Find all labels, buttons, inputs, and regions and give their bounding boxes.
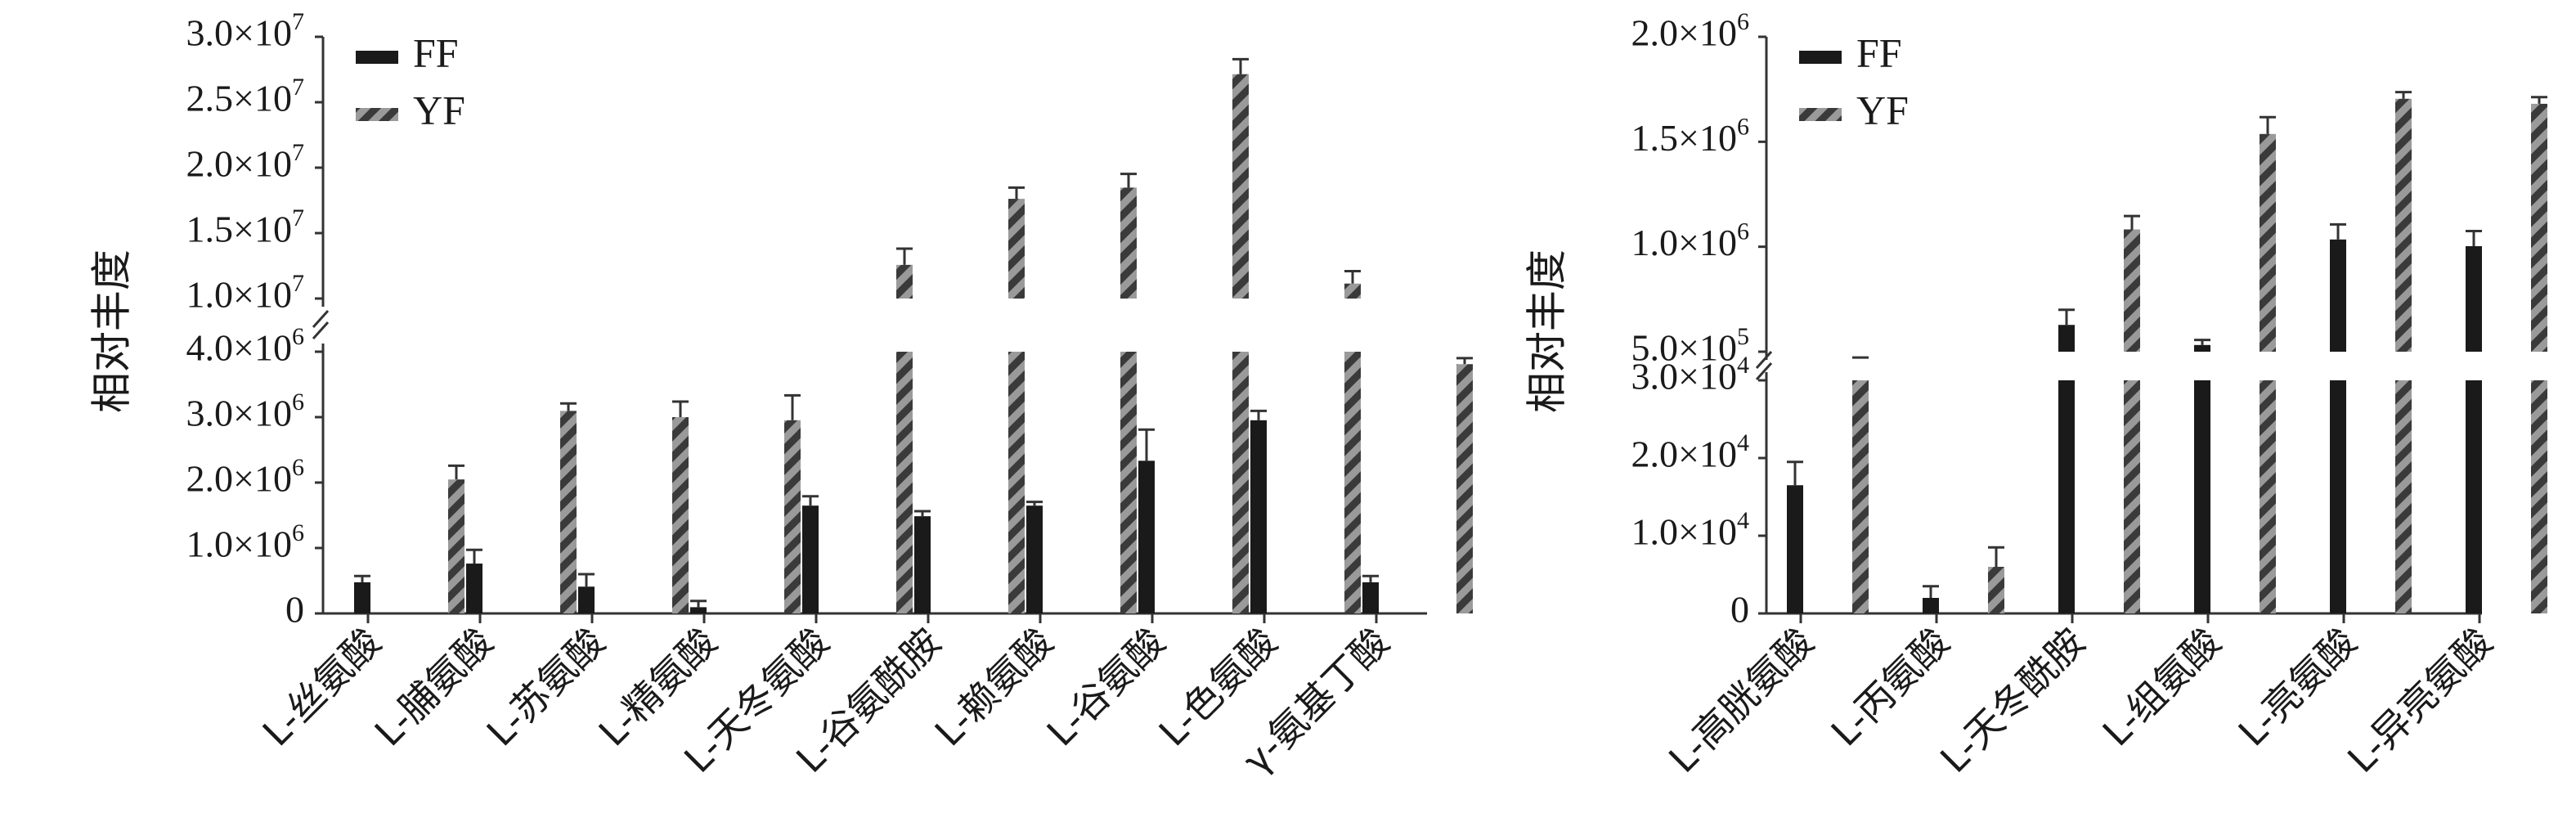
bar-yf-4-upper [896,264,913,299]
y-tick-label: 1.0×104 [1631,507,1749,553]
bar-yf-0-lower [1852,380,1869,613]
legend: FF YF [1799,29,1909,133]
bar-yf-2-upper [2124,229,2140,352]
bar-ff-4-lower [2330,380,2346,613]
bar-ff-7 [1138,460,1155,613]
bar-yf-5-lower [2531,380,2547,613]
x-tick-label: L-丙氨酸 [1823,620,1958,755]
y-tick-label: 2.0×106 [186,454,304,500]
x-tick-label: L-组氨酸 [2094,620,2229,755]
bar-yf-6-lower [1120,352,1137,613]
legend-swatch-ff [1799,51,1842,64]
y-tick-label: 2.5×107 [186,74,304,119]
x-tick-label: L-苏氨酸 [478,620,613,755]
bar-ff-4 [802,505,819,613]
legend-label-ff: FF [1856,29,1902,75]
bar-yf-3-lower [2260,380,2276,613]
legend: FF YF [356,29,465,133]
bar-yf-6-upper [1120,187,1137,299]
y-tick-label: 0 [285,589,304,631]
y-tick-label: 5.0×105 [1631,323,1749,369]
legend-label-ff: FF [413,29,459,75]
y-tick-label: 3.0×107 [186,8,304,54]
bar-ff-3-upper [2194,344,2210,352]
y-tick-label: 1.0×107 [186,270,304,316]
legend-label-yf: YF [413,87,465,133]
legend-swatch-yf [1799,108,1842,121]
y-axis-label: 相对丰度 [88,249,136,413]
bar-yf-4-upper [2395,98,2412,353]
y-tick-label: 2.0×106 [1631,8,1749,54]
bar-ff-3-lower [2194,380,2210,613]
bar-ff-2-upper [2058,325,2075,352]
bar-yf-4-lower [2395,380,2412,613]
axis-break-mark [1755,350,1773,370]
bar-yf-3 [784,420,801,613]
y-tick-label: 4.0×106 [186,323,304,369]
chart-left: 0 1.0×106 2.0×106 3.0×106 4.0×106 1.0×107 1.5×… [88,8,1473,783]
y-tick-label: 3.0×104 [1631,352,1749,398]
bar-ff-5-lower [2466,380,2482,613]
bar-yf-9 [1456,364,1473,613]
bar-yf-8-upper [1344,283,1361,299]
bar-yf-1 [560,411,577,613]
bar-ff-5-upper [2466,245,2482,352]
bar-yf-7-upper [1232,74,1249,299]
bar-ff-0 [354,582,370,613]
bar-ff-8 [1250,420,1267,613]
bar-ff-1 [1923,598,1939,613]
x-tick-label: L-脯氨酸 [366,620,501,755]
bar-yf-8-lower [1344,352,1361,613]
x-tick-label: L-丝氨酸 [254,620,389,755]
legend-swatch-ff [356,51,398,64]
bar-ff-2-lower [2058,380,2075,613]
bar-ff-3 [690,607,707,613]
bar-yf-5-lower [1008,352,1025,613]
bar-ff-1 [466,564,482,613]
bar-yf-5-upper [2531,103,2547,353]
bar-yf-0 [448,479,464,613]
x-tick-label: L-高胱氨酸 [1660,620,1822,782]
y-tick-label: 2.0×107 [186,139,304,185]
bar-yf-5-upper [1008,199,1025,299]
legend-label-yf: YF [1856,87,1909,133]
bar-yf-2-lower [2124,380,2140,613]
x-tick-label: L-谷氨酸 [1039,620,1174,755]
legend-swatch-yf [356,108,398,121]
bar-yf-3-upper [2260,133,2276,352]
y-tick-label: 1.5×107 [186,204,304,250]
axis-break-mark [1755,362,1773,381]
bar-yf-7-lower [1232,352,1249,613]
x-tick-label: L-异亮氨酸 [2339,620,2501,782]
y-tick-label: 0 [1730,589,1749,631]
bar-yf-4-lower [896,352,913,613]
bar-ff-9 [1362,582,1379,613]
bar-ff-4-upper [2330,239,2346,352]
x-tick-label: L-亮氨酸 [2230,620,2365,755]
y-tick-label: 1.0×106 [186,519,304,565]
y-tick-label: 3.0×106 [186,389,304,434]
bar-yf-2 [672,417,689,613]
bar-yf-1 [1988,567,2004,613]
y-tick-label: 2.0×104 [1631,429,1749,475]
bar-ff-6 [1026,505,1043,613]
y-tick-label: 1.5×106 [1631,113,1749,159]
bar-ff-5 [914,516,931,613]
x-tick-label: L-天冬酰胺 [1932,620,2094,782]
x-tick-label: L-赖氨酸 [927,620,1061,755]
y-tick-label: 1.0×106 [1631,218,1749,264]
axis-break-mark [312,309,330,329]
axis-break-mark [312,321,330,340]
bar-ff-2 [578,586,595,613]
y-axis-label: 相对丰度 [1524,249,1571,413]
bar-ff-0 [1787,485,1803,613]
